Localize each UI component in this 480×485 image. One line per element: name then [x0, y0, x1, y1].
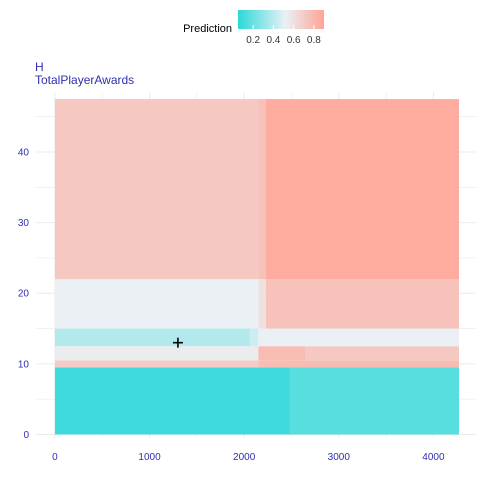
heatmap-cell: [289, 367, 459, 435]
legend-tick-label: 0.8: [307, 35, 321, 46]
x-tick-label: 0: [52, 452, 58, 463]
heatmap-cell: [54, 346, 259, 361]
y-tick-label: 10: [18, 359, 30, 370]
heatmap-cell: [258, 346, 306, 361]
heatmap-cell: [258, 328, 459, 347]
heatmap-cell: [54, 360, 259, 368]
heatmap-cell: [54, 328, 250, 347]
legend-title: Prediction: [183, 23, 232, 35]
y-tick-label: 0: [23, 430, 29, 441]
y-axis-ticks: 0 10 20 30 40: [18, 148, 30, 441]
legend-colorbar: [238, 10, 324, 29]
y-axis-label-line1: H: [35, 60, 44, 74]
legend-tick-label: 0.2: [246, 35, 260, 46]
x-tick-label: 2000: [233, 452, 256, 463]
legend-tick-label: 0.4: [266, 35, 280, 46]
heatmap-cell: [258, 99, 266, 280]
y-axis-label-line2: TotalPlayerAwards: [35, 73, 134, 87]
observation-marker: [172, 337, 183, 348]
heatmap-cell: [305, 346, 459, 361]
heatmap-cell: [258, 279, 266, 329]
heatmap-cells: [54, 99, 459, 435]
heatmap-cell: [265, 99, 459, 280]
x-tick-label: 3000: [328, 452, 351, 463]
heatmap-cell: [265, 279, 459, 329]
y-tick-label: 40: [18, 148, 30, 159]
heatmap-cell: [258, 360, 459, 368]
x-tick-label: 1000: [138, 452, 161, 463]
y-tick-label: 20: [18, 289, 30, 300]
heatmap-cell: [54, 99, 259, 280]
x-axis-ticks: 0 1000 2000 3000 4000: [52, 452, 445, 463]
y-tick-label: 30: [18, 218, 30, 229]
legend-tick-label: 0.6: [287, 35, 301, 46]
x-tick-label: 4000: [422, 452, 445, 463]
legend: Prediction 0.2 0.4 0.6 0.8: [183, 10, 324, 46]
heatmap-cell: [249, 328, 259, 347]
heatmap-cell: [54, 279, 259, 329]
